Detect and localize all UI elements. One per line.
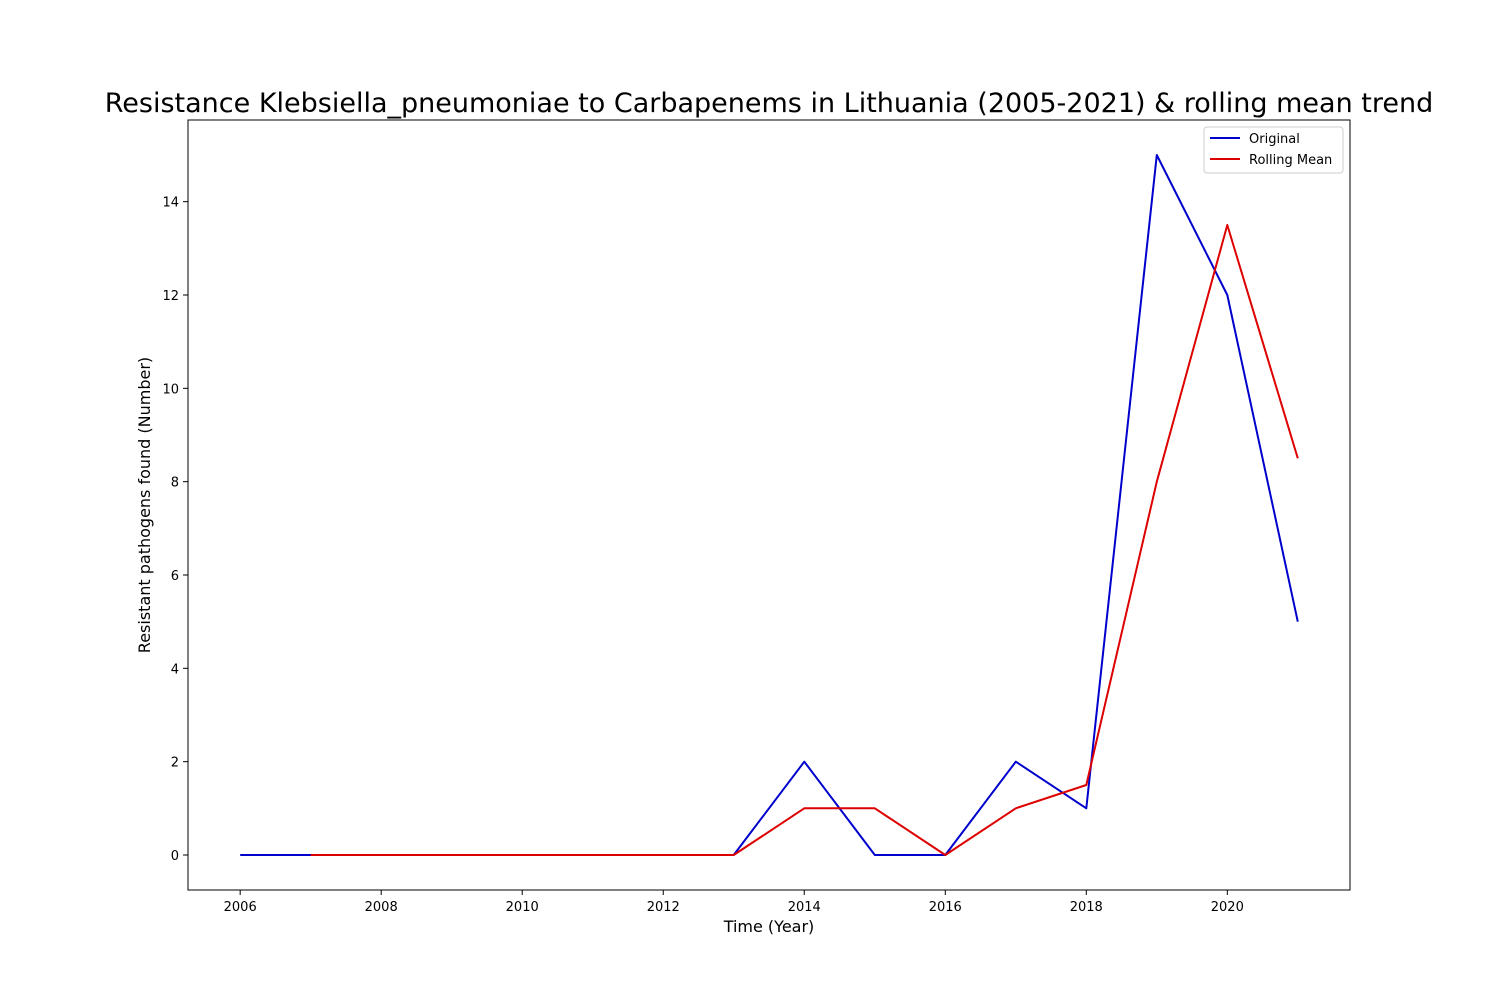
x-tick-label: 2018 <box>1070 900 1103 915</box>
y-tick-label: 2 <box>171 756 179 771</box>
y-axis-label: Resistant pathogens found (Number) <box>135 357 154 653</box>
y-tick-label: 12 <box>162 289 179 304</box>
x-tick-label: 2020 <box>1211 900 1244 915</box>
series-line-original <box>240 154 1299 856</box>
x-tick-label: 2016 <box>929 900 962 915</box>
chart-title: Resistance Klebsiella_pneumoniae to Carb… <box>105 88 1433 119</box>
x-tick-label: 2010 <box>506 900 539 915</box>
legend-label: Original <box>1249 132 1300 147</box>
y-tick-label: 6 <box>171 569 179 584</box>
x-tick-label: 2006 <box>224 900 257 915</box>
series-layer <box>240 154 1299 856</box>
x-tick-label: 2008 <box>365 900 398 915</box>
x-axis: 2006 2008 2010 2012 2014 2016 2018 2020 <box>224 890 1244 915</box>
y-axis: 0 2 4 6 8 10 12 14 <box>162 196 188 864</box>
x-tick-label: 2012 <box>647 900 680 915</box>
plot-area <box>187 119 1351 891</box>
legend-label: Rolling Mean <box>1249 153 1332 168</box>
y-tick-label: 0 <box>171 849 179 864</box>
legend: Original Rolling Mean <box>1203 126 1344 174</box>
y-tick-label: 10 <box>162 382 179 397</box>
y-tick-label: 8 <box>171 476 179 491</box>
y-tick-label: 14 <box>162 196 179 211</box>
series-line-rolling-mean <box>310 224 1299 856</box>
x-axis-label: Time (Year) <box>723 917 815 936</box>
y-tick-label: 4 <box>171 662 179 677</box>
x-tick-label: 2014 <box>788 900 821 915</box>
